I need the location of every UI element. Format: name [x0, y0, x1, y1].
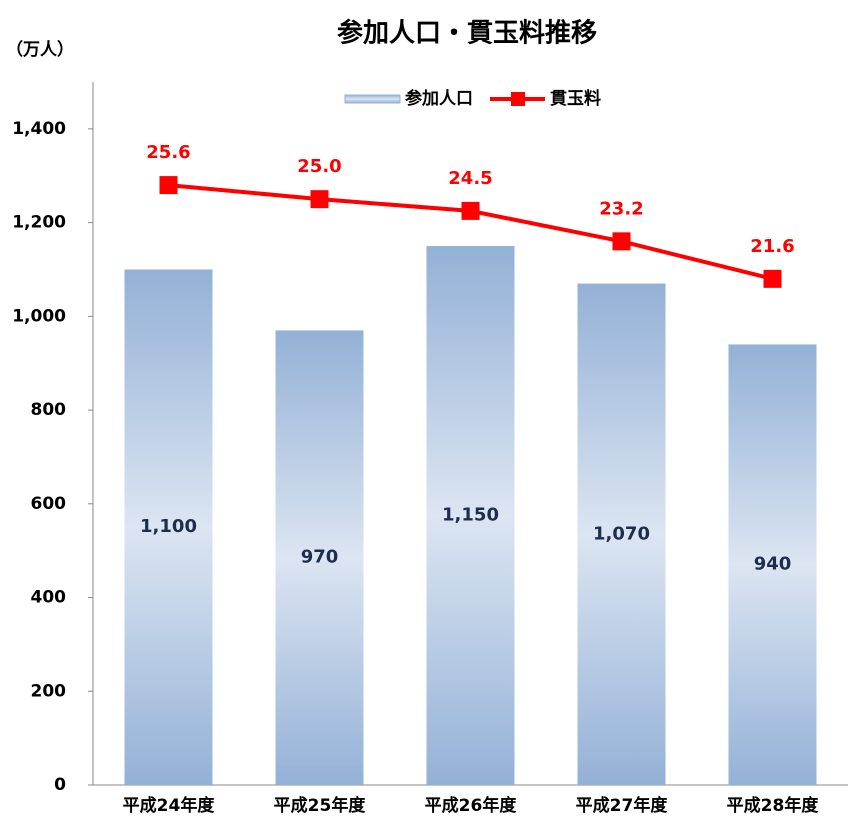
x-tick-label: 平成24年度: [123, 795, 216, 816]
legend-swatch-marker: [511, 92, 525, 106]
x-tick-label: 平成27年度: [576, 795, 669, 816]
bar-value-label: 1,100: [140, 516, 197, 537]
line-value-label: 25.0: [297, 156, 341, 177]
line-value-label: 23.2: [599, 198, 643, 219]
y-tick-label: 200: [31, 681, 67, 701]
x-tick-label: 平成26年度: [425, 795, 518, 816]
y-axis-unit: （万人）: [6, 39, 74, 60]
bar-value-label: 1,070: [593, 523, 650, 544]
legend-swatch: [344, 94, 401, 104]
y-tick-label: 1,400: [12, 119, 66, 139]
bar: [577, 283, 666, 785]
bar: [426, 246, 515, 786]
y-tick-label: 1,200: [12, 213, 66, 233]
line-marker: [310, 190, 329, 209]
x-tick-label: 平成28年度: [727, 795, 820, 816]
legend-label: 貫玉料: [550, 88, 601, 109]
bar: [124, 269, 213, 785]
line-marker: [159, 176, 178, 195]
y-tick-label: 600: [31, 494, 67, 514]
y-tick-label: 0: [54, 775, 66, 795]
bar-value-label: 970: [301, 547, 339, 568]
legend-label: 参加人口: [405, 88, 473, 109]
y-tick-label: 1,000: [12, 306, 66, 326]
bar: [275, 330, 364, 785]
line-marker: [763, 269, 782, 288]
chart-title: 参加人口・貫玉料推移: [337, 18, 597, 49]
line-value-label: 21.6: [750, 236, 794, 257]
line-value-label: 25.6: [146, 142, 190, 163]
y-tick-label: 800: [31, 400, 67, 420]
bar-value-label: 1,150: [442, 505, 499, 526]
x-tick-label: 平成25年度: [274, 795, 367, 816]
line-marker: [612, 232, 631, 251]
bar: [728, 344, 817, 785]
y-tick-label: 400: [31, 588, 67, 608]
bar-value-label: 940: [754, 554, 792, 575]
line-value-label: 24.5: [448, 168, 492, 189]
line-marker: [461, 201, 480, 220]
